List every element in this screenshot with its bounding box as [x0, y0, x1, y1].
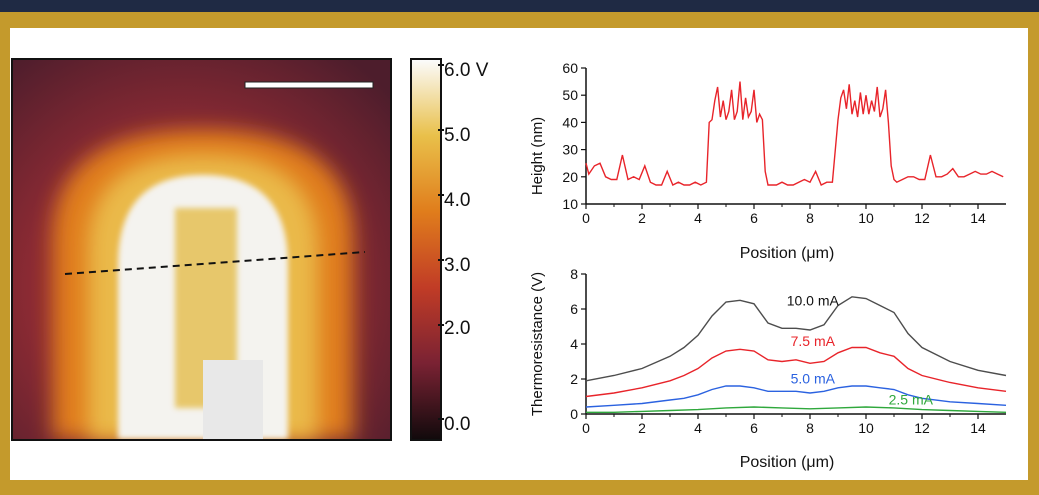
series-label: 7.5 mA [791, 333, 836, 349]
series-line-0 [585, 81, 1004, 186]
height-chart-series [585, 81, 1004, 186]
colorbar-tick-2: 2.0 [444, 318, 471, 339]
x-tick-label: 14 [970, 210, 986, 226]
thermo-chart-axes: 0 2 4 6 8 10 12 14 0 2 4 6 8 [570, 266, 1006, 436]
colorbar-tick-marks [438, 56, 444, 439]
x-tick-label: 2 [638, 420, 646, 436]
x-tick-label: 14 [970, 420, 986, 436]
series-label: 5.0 mA [791, 370, 836, 386]
colorbar-tick-4: 4.0 [444, 190, 471, 211]
y-tick-label: 50 [562, 87, 578, 103]
x-tick-label: 6 [750, 210, 758, 226]
y-tick-label: 8 [570, 266, 578, 282]
thermoresistance-chart: 0 2 4 6 8 10 12 14 0 2 4 6 8 10.0 mA 7.5 mA 5.0 mA 2.5 … [529, 266, 1007, 471]
series-line-5-0-mA [585, 385, 1007, 408]
colorbar-tick-0: 0.0 [444, 414, 471, 435]
y-tick-label: 20 [562, 169, 578, 185]
series-line-7-5-mA [585, 346, 1007, 398]
height-chart-axes: 0 2 4 6 8 10 12 14 10 20 30 40 50 60 [562, 60, 1006, 226]
height-chart: 0 2 4 6 8 10 12 14 10 20 30 40 50 60 Position (μm) He… [529, 60, 1006, 262]
y-tick-label: 0 [570, 406, 578, 422]
x-tick-label: 12 [914, 420, 930, 436]
x-tick-label: 12 [914, 210, 930, 226]
series-label: 2.5 mA [889, 391, 934, 407]
thermal-map-image [13, 60, 390, 439]
series-line-2-5-mA [586, 406, 1007, 414]
x-tick-label: 6 [750, 420, 758, 436]
x-tick-label: 10 [858, 210, 874, 226]
colorbar-tick-5: 5.0 [444, 125, 471, 146]
thermal-map [11, 58, 392, 441]
scale-bar [244, 81, 374, 89]
thermo-chart-series: 10.0 mA 7.5 mA 5.0 mA 2.5 mA [585, 293, 1007, 414]
y-tick-label: 6 [570, 301, 578, 317]
colorbar-tick-3: 3.0 [444, 255, 471, 276]
colorbar [410, 58, 442, 441]
series-label: 10.0 mA [787, 293, 840, 309]
y-tick-label: 60 [562, 60, 578, 76]
height-chart-ylabel: Height (nm) [529, 117, 546, 195]
thermo-chart-ylabel: Thermoresistance (V) [529, 272, 546, 416]
y-tick-label: 4 [570, 336, 578, 352]
y-tick-label: 10 [562, 196, 578, 212]
series-line-10-0-mA [585, 296, 1007, 382]
line-cut [64, 251, 366, 275]
x-tick-label: 10 [858, 420, 874, 436]
y-tick-label: 40 [562, 114, 578, 130]
x-tick-label: 0 [582, 210, 590, 226]
thermo-chart-xlabel: Position (μm) [740, 454, 835, 471]
map-lower-lead [203, 360, 263, 439]
x-tick-label: 8 [806, 420, 814, 436]
y-tick-label: 2 [570, 371, 578, 387]
height-chart-xlabel: Position (μm) [740, 245, 835, 262]
x-tick-label: 2 [638, 210, 646, 226]
x-tick-label: 4 [694, 420, 702, 436]
colorbar-tick-6: 6.0 V [444, 60, 489, 81]
x-tick-label: 0 [582, 420, 590, 436]
x-tick-label: 8 [806, 210, 814, 226]
x-tick-label: 4 [694, 210, 702, 226]
y-tick-label: 30 [562, 142, 578, 158]
